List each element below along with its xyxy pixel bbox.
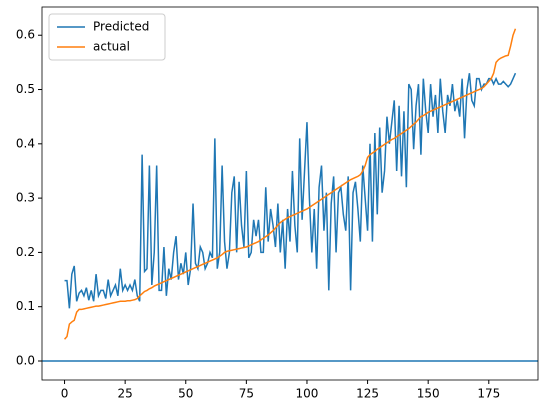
y-tick-label: 0.2 xyxy=(16,245,35,259)
series-line xyxy=(64,72,517,309)
axes-frame xyxy=(41,6,539,381)
x-tick-label: 100 xyxy=(296,387,319,401)
y-tick-label: 0.3 xyxy=(16,191,35,205)
y-tick-label: 0.4 xyxy=(16,136,35,150)
y-tick-label: 0.5 xyxy=(16,82,35,96)
x-tick-label: 150 xyxy=(417,387,440,401)
x-tick-label: 0 xyxy=(61,387,69,401)
y-tick-label: 0.6 xyxy=(16,28,35,42)
y-tick-label: 0.1 xyxy=(16,299,35,313)
x-tick-label: 50 xyxy=(178,387,193,401)
legend-label: Predicted xyxy=(93,20,149,34)
legend-box xyxy=(48,13,166,61)
x-tick-label: 75 xyxy=(239,387,254,401)
x-tick-label: 125 xyxy=(356,387,379,401)
x-tick-label: 25 xyxy=(118,387,133,401)
series-line xyxy=(63,28,517,340)
x-tick-label: 175 xyxy=(477,387,500,401)
y-tick-label: 0.0 xyxy=(16,353,35,367)
legend-label: actual xyxy=(93,40,130,54)
